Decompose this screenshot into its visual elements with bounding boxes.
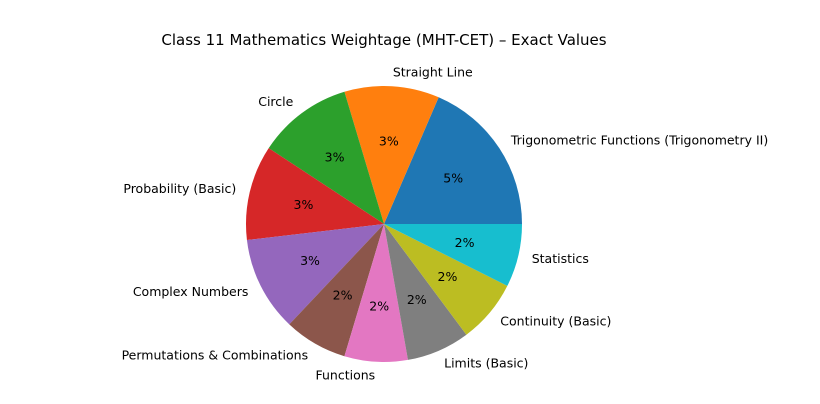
slice-value-label: 3% — [300, 253, 320, 268]
pie-slice — [384, 97, 522, 224]
slice-label: Continuity (Basic) — [500, 314, 611, 329]
slice-value-label: 2% — [369, 299, 389, 314]
pie-slice — [384, 224, 467, 360]
slice-value-label: 3% — [294, 197, 314, 212]
slice-value-label: 2% — [333, 288, 353, 303]
slice-value-label: 3% — [325, 150, 345, 165]
pie-slice — [246, 148, 384, 241]
pie-slice — [344, 86, 439, 224]
slice-label: Limits (Basic) — [444, 355, 528, 370]
slice-label: Circle — [258, 94, 293, 109]
slice-value-label: 2% — [438, 269, 458, 284]
slice-label: Straight Line — [393, 64, 473, 79]
slice-label: Permutations & Combinations — [122, 347, 309, 362]
slice-label: Trigonometric Functions (Trigonometry II… — [510, 133, 768, 148]
pie-slice — [344, 224, 408, 362]
pie-slice — [384, 224, 508, 335]
pie-slice — [268, 91, 384, 224]
chart-title: Class 11 Mathematics Weightage (MHT-CET)… — [161, 31, 606, 49]
slice-label: Complex Numbers — [133, 284, 249, 299]
slice-label: Statistics — [532, 251, 589, 266]
slice-value-label: 5% — [443, 171, 463, 186]
slice-label: Probability (Basic) — [123, 181, 236, 196]
slice-value-label: 2% — [407, 292, 427, 307]
slice-value-label: 3% — [379, 133, 399, 148]
pie-slice — [289, 224, 384, 357]
slice-value-label: 2% — [455, 235, 475, 250]
slice-label: Functions — [315, 368, 375, 383]
pie-slice — [384, 224, 522, 286]
pie-slice — [246, 224, 384, 325]
